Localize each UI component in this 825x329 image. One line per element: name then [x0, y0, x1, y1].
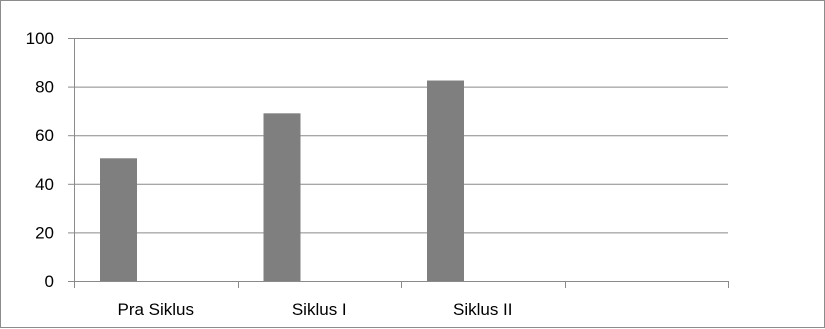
y-tick-label-0: 0 — [45, 272, 54, 291]
bar-0 — [100, 158, 137, 281]
bar-1 — [263, 113, 301, 281]
y-tick-label-60: 60 — [35, 126, 54, 145]
bar-2 — [427, 80, 464, 282]
y-tick-label-40: 40 — [35, 175, 54, 194]
x-tick-label-2: Siklus II — [453, 300, 513, 319]
x-tick-label-0: Pra Siklus — [117, 300, 194, 319]
y-tick-label-20: 20 — [35, 223, 54, 242]
x-tick-label-1: Siklus I — [292, 300, 347, 319]
y-tick-label-80: 80 — [35, 78, 54, 97]
y-tick-label-100: 100 — [26, 29, 54, 48]
